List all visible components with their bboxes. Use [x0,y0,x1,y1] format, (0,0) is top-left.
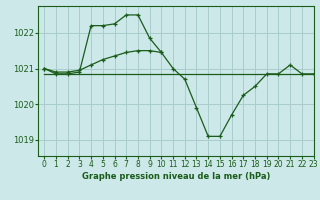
X-axis label: Graphe pression niveau de la mer (hPa): Graphe pression niveau de la mer (hPa) [82,172,270,181]
